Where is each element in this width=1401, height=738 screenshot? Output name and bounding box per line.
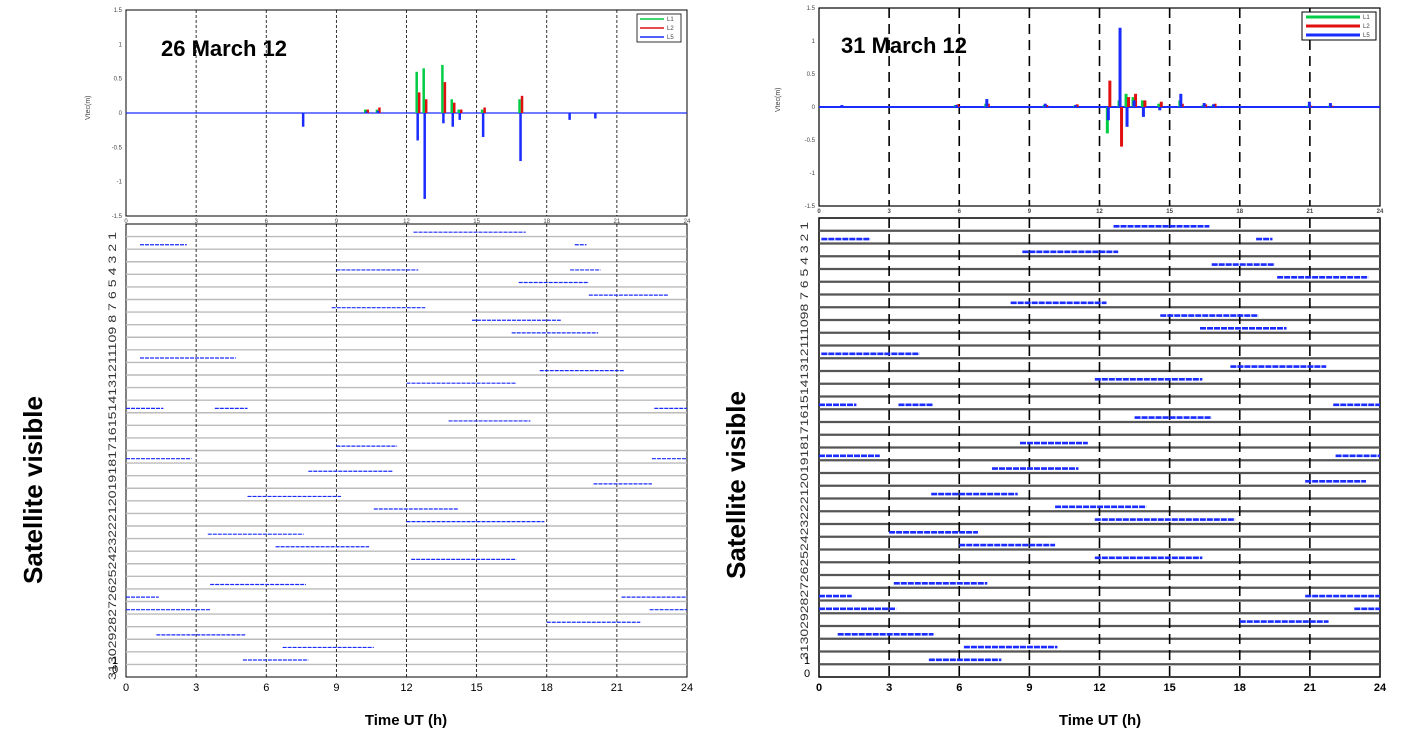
x-tick-label: 21	[614, 219, 621, 225]
x-tick-label: 15	[473, 219, 480, 225]
left-bottom-ylabel: Satellite visible	[18, 396, 48, 584]
right-bottom-ylabel: Satellite visible	[721, 391, 751, 579]
x-tick-label: 9	[1028, 209, 1032, 215]
x-tick-label: 12	[400, 682, 412, 694]
x-tick-label: 12	[1093, 682, 1105, 694]
legend-label-l2: L2	[1363, 24, 1370, 30]
x-tick-label: 24	[681, 682, 693, 694]
x-tick-label: 24	[1374, 682, 1387, 694]
x-tick-label: 9	[335, 219, 339, 225]
right-bottom-ytick-low-1: 1	[804, 655, 810, 667]
right-top-ylabel: Vtec(m)	[775, 88, 782, 113]
left-top-ylabel: Vtec(m)	[85, 96, 92, 121]
x-tick-label: 15	[1166, 209, 1173, 215]
x-tick-label: 18	[1234, 682, 1246, 694]
x-tick-label: 3	[194, 219, 198, 225]
right-top-legend: L1 L2 L5	[1301, 11, 1377, 41]
x-tick-label: 12	[1096, 209, 1103, 215]
y-tick-label: 1	[119, 42, 123, 48]
right-bottom-ytick-low-0: 0	[804, 668, 810, 680]
right-top-panel: 1.510.50-0.5-1-1.50 3 6 9 12 15 18 21 24 31 Marc…	[775, 6, 1384, 215]
y-tick-label: -1.5	[805, 204, 816, 210]
x-tick-label: 0	[817, 209, 821, 215]
x-tick-label: 21	[611, 682, 623, 694]
y-tick-label: 0.5	[114, 77, 123, 83]
right-top-title: 31 March 12	[841, 33, 967, 58]
left-top-panel: 1.510.50-0.5-1-1.50 3 6 9 12 15 18 21 24 26 Marc…	[85, 8, 691, 225]
left-top-legend: L1 L2 L5	[636, 13, 682, 43]
x-tick-label: 6	[263, 682, 269, 694]
x-tick-label: 15	[1164, 682, 1176, 694]
y-tick-label: -0.5	[112, 145, 123, 151]
x-tick-label: 3	[886, 682, 892, 694]
x-tick-label: 21	[1307, 209, 1314, 215]
x-tick-label: 24	[684, 219, 691, 225]
right-bottom-ytick-string: 3130292827262524232221201918171615141312…	[799, 222, 811, 660]
x-tick-label: 0	[124, 219, 128, 225]
y-tick-label: 1	[812, 39, 816, 45]
y-tick-label: 0	[812, 105, 816, 111]
y-tick-label: -1	[810, 171, 816, 177]
x-tick-label: 0	[816, 682, 822, 694]
left-bottom-ytick-string: 3130292827262524232221201918171615141312…	[107, 232, 119, 680]
x-tick-label: 12	[403, 219, 410, 225]
x-tick-label: 18	[1236, 209, 1243, 215]
x-tick-label: 3	[887, 209, 891, 215]
left-bottom-ytick-low-1: 1	[112, 655, 118, 667]
left-bottom-ytick-low-0: 0	[112, 664, 118, 676]
legend-label-l5: L5	[667, 35, 674, 41]
legend-label-l1: L1	[1363, 15, 1370, 21]
left-bottom-panel: 0 3 6 9 12 15 18 21 24 3130292827262524232221201…	[18, 223, 693, 729]
x-tick-label: 0	[123, 682, 129, 694]
x-tick-label: 6	[958, 209, 962, 215]
y-tick-label: -1	[117, 180, 123, 186]
y-tick-label: 0.5	[807, 72, 816, 78]
legend-label-l2: L2	[667, 26, 674, 32]
right-bottom-xlabel: Time UT (h)	[1059, 712, 1141, 729]
y-tick-label: 1.5	[114, 8, 123, 14]
x-tick-label: 9	[333, 682, 339, 694]
y-tick-label: 0	[119, 111, 123, 117]
x-tick-label: 18	[543, 219, 550, 225]
x-tick-label: 18	[541, 682, 553, 694]
right-bottom-panel: 0 3 6 9 12 15 18 21 24 3130292827262524232221201…	[721, 217, 1387, 729]
x-tick-label: 3	[193, 682, 199, 694]
y-tick-label: 1.5	[807, 6, 816, 12]
left-top-title: 26 March 12	[161, 36, 287, 61]
legend-label-l5: L5	[1363, 33, 1370, 39]
x-tick-label: 9	[1026, 682, 1032, 694]
y-tick-label: -0.5	[805, 138, 816, 144]
x-tick-label: 6	[956, 682, 962, 694]
x-tick-label: 24	[1377, 209, 1384, 215]
x-tick-label: 6	[265, 219, 269, 225]
x-tick-label: 15	[471, 682, 483, 694]
y-tick-label: -1.5	[112, 214, 123, 220]
legend-label-l1: L1	[667, 17, 674, 23]
left-bottom-xlabel: Time UT (h)	[365, 712, 447, 729]
x-tick-label: 21	[1304, 682, 1316, 694]
